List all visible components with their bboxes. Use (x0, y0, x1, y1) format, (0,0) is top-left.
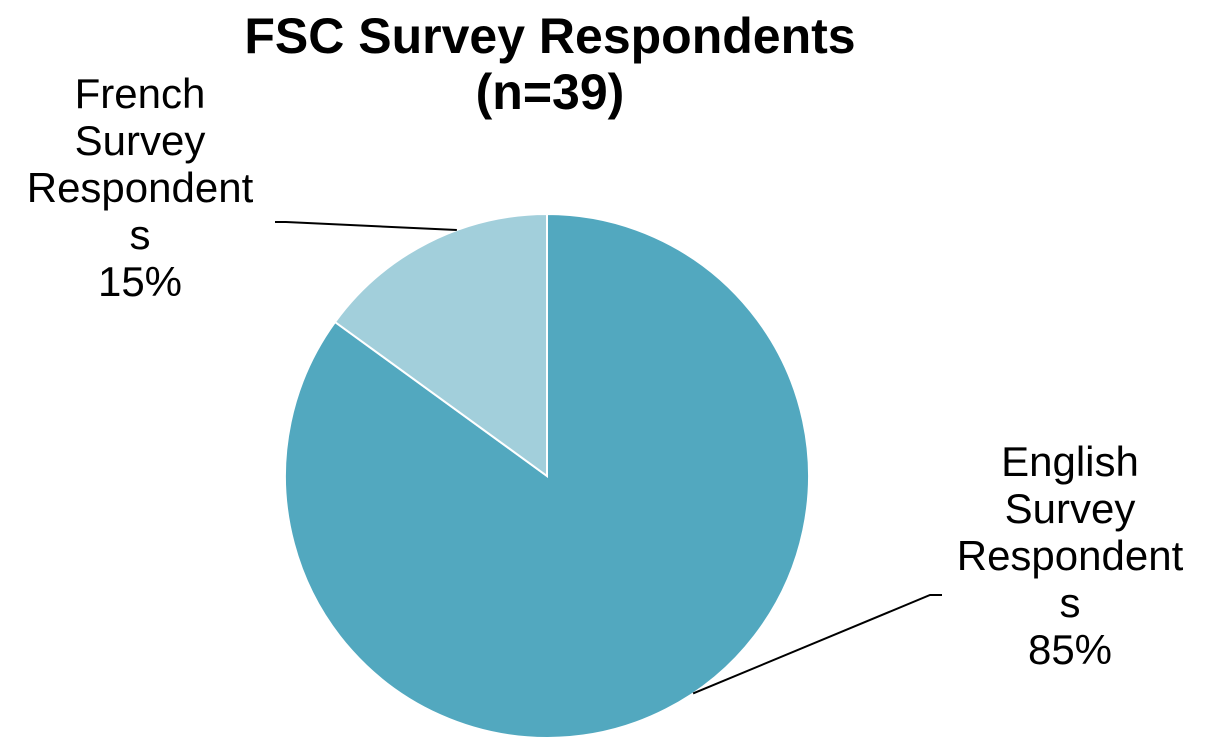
slice-label-french: French Survey Respondent s 15% (10, 70, 270, 305)
slice-percent-english: 85% (1027, 626, 1113, 673)
label-line: Respondent (26, 164, 254, 211)
pie-slice-french (333, 212, 548, 478)
chart-title: FSC Survey Respondents (n=39) (244, 8, 856, 120)
label-line: Survey (74, 117, 206, 164)
slice-percent-french: 15% (97, 258, 183, 305)
label-line: Respondent (956, 532, 1184, 579)
slice-label-english: English Survey Respondent s 85% (940, 438, 1200, 673)
pie-slices (284, 212, 810, 738)
label-line: Survey (1004, 485, 1136, 532)
leader-lines (275, 221, 942, 695)
label-line: s (129, 211, 151, 258)
leader-line-english (692, 594, 942, 695)
label-line: s (1059, 579, 1081, 626)
label-line: French (74, 70, 206, 117)
label-line: English (1001, 438, 1139, 485)
leader-line-french (275, 221, 457, 231)
